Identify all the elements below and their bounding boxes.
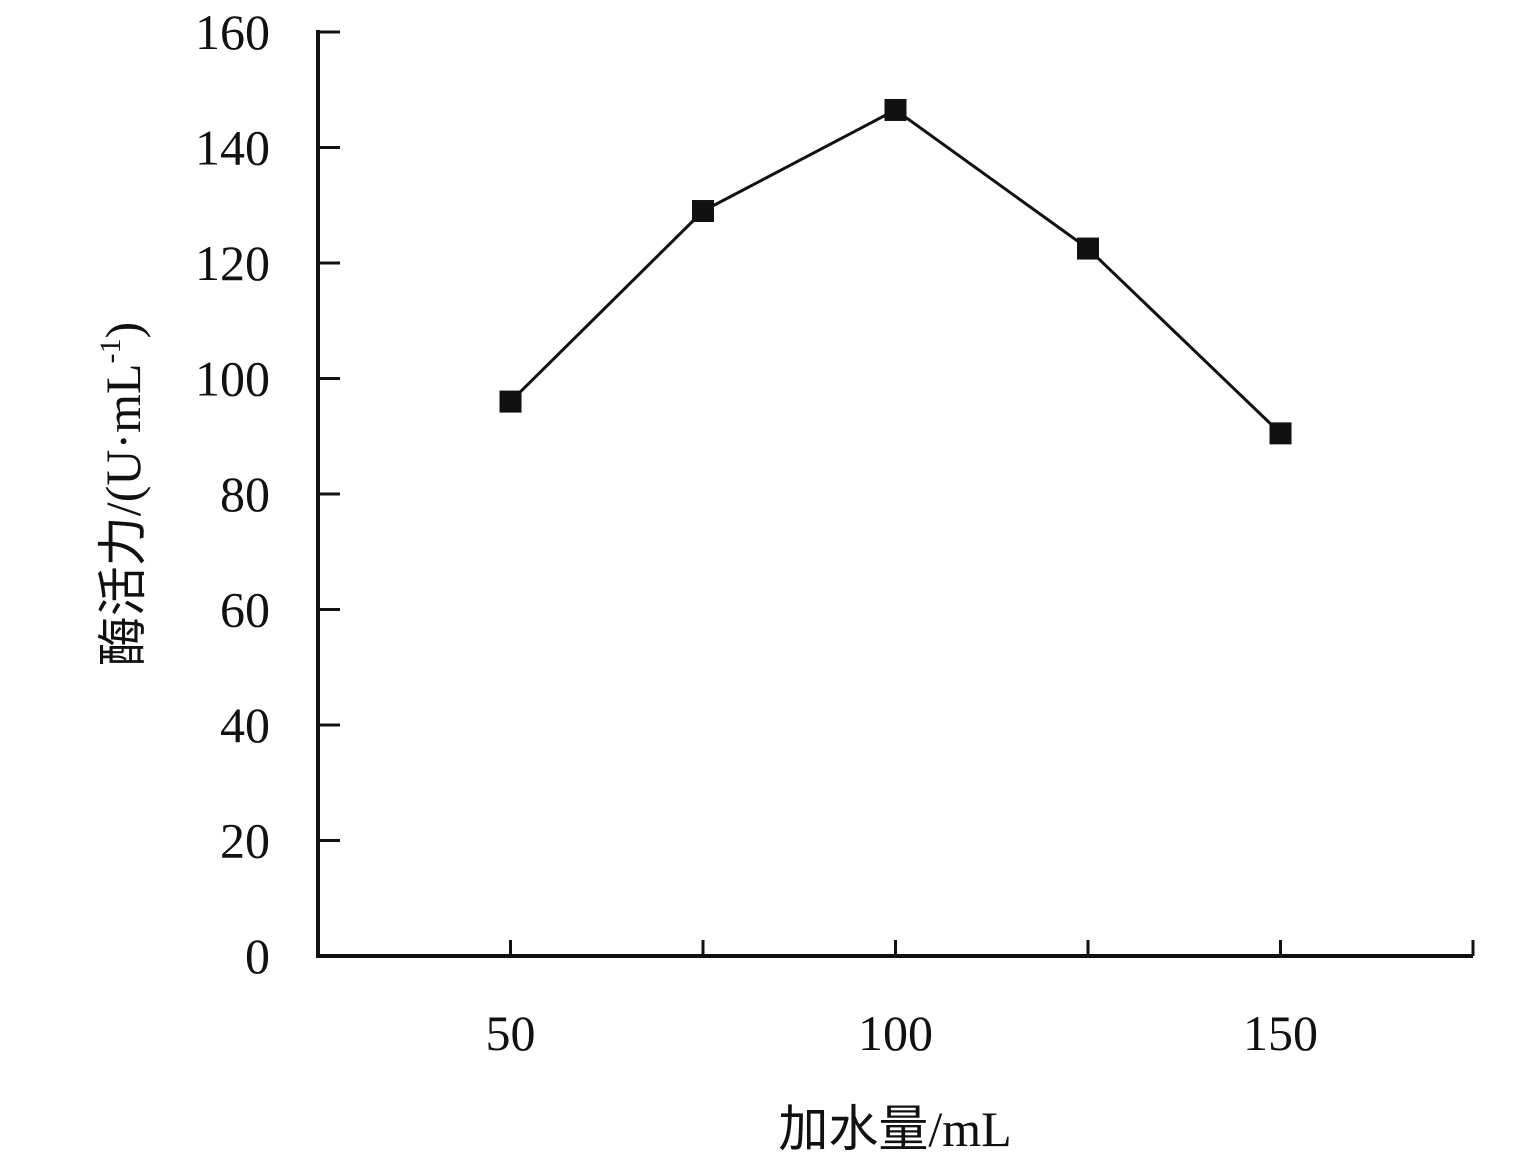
series-group <box>499 98 1292 445</box>
y-tick-label: 40 <box>220 697 270 753</box>
x-tick-label: 150 <box>1243 1005 1318 1061</box>
data-point <box>499 390 522 413</box>
y-tick-label: 140 <box>195 120 270 176</box>
y-tick-label: 120 <box>195 235 270 291</box>
x-axis-ticks: 50 100 150 <box>486 940 1475 1061</box>
data-point <box>884 98 907 121</box>
data-point <box>1269 422 1292 445</box>
y-tick-label: 80 <box>220 466 270 522</box>
y-tick-label: 100 <box>195 351 270 407</box>
y-axis-title-close: ) <box>95 322 151 339</box>
y-axis-title: 酶活力/(U·mL-1) <box>94 322 151 666</box>
y-tick-label: 20 <box>220 813 270 869</box>
y-axis-title-superscript: -1 <box>94 338 127 363</box>
x-tick-label: 100 <box>858 1005 933 1061</box>
y-tick-label: 60 <box>220 582 270 638</box>
y-tick-label: 0 <box>245 928 270 984</box>
x-axis-title: 加水量/mL <box>778 1101 1011 1157</box>
data-point <box>692 200 714 223</box>
y-axis-title-main: 酶活力/(U·mL <box>95 363 151 666</box>
data-point <box>1077 237 1099 260</box>
y-tick-label: 160 <box>195 4 270 60</box>
x-tick-label: 50 <box>486 1005 536 1061</box>
series-line <box>509 108 1282 435</box>
y-axis-ticks: 0 20 40 60 80 100 120 140 160 <box>195 4 340 984</box>
